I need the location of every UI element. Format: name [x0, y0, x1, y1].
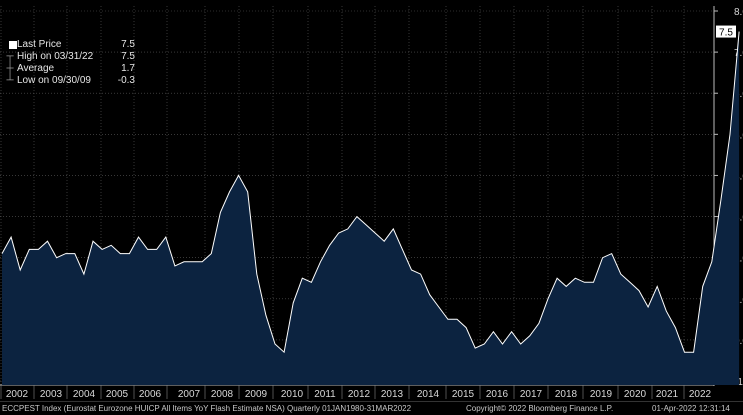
last-price-marker-icon: [3, 41, 17, 49]
x-tick-label: 2007: [178, 389, 201, 400]
footer-copyright: Copyright© 2022 Bloomberg Finance L.P.: [466, 404, 614, 413]
legend-last-label: Last Price: [17, 39, 62, 50]
x-tick-label: 2017: [520, 389, 543, 400]
legend-average-label: Average: [17, 63, 55, 74]
legend-high-value: 7.5: [121, 51, 135, 62]
x-tick-label: 2020: [624, 389, 647, 400]
x-tick-label: 2015: [452, 389, 475, 400]
x-tick-label: 2002: [6, 389, 29, 400]
average-marker-icon: ┼: [6, 63, 14, 74]
x-tick-label: 2018: [555, 389, 578, 400]
x-tick-label: 2006: [139, 389, 162, 400]
last-value-label: 7.5: [719, 28, 733, 39]
legend-high: ┬ High on 03/31/22 7.5: [3, 51, 135, 63]
x-tick-label: 2012: [348, 389, 371, 400]
low-marker-icon: ┴: [6, 75, 14, 86]
series-line: [1, 31, 740, 354]
x-tick-label: 2008: [211, 389, 234, 400]
legend-low: ┴ Low on 09/30/09 -0.3: [3, 75, 135, 87]
x-tick-label: 2013: [381, 389, 404, 400]
footer-index-description: ECCPEST Index (Eurostat Eurozone HUICP A…: [2, 404, 412, 413]
x-tick-label: 2004: [73, 389, 96, 400]
last-value-flag: [716, 25, 736, 38]
legend: Last Price 7.5 ┬ High on 03/31/22 7.5 ┼ …: [3, 39, 135, 87]
x-tick-label: 2014: [417, 389, 440, 400]
legend-low-value: -0.3: [117, 75, 135, 86]
x-tick-label: 2005: [106, 389, 129, 400]
x-tick-label: 2009: [245, 389, 268, 400]
legend-average-value: 1.7: [121, 63, 135, 74]
y-tick-label: 8.0: [734, 7, 743, 18]
plot-area: 8.07.06.05.04.03.02.01.00.0-1.0200220032…: [0, 6, 743, 400]
high-marker-icon: ┬: [6, 51, 14, 62]
legend-last-price: Last Price 7.5: [3, 39, 135, 51]
x-tick-label: 2010: [281, 389, 304, 400]
footer: ECCPEST Index (Eurostat Eurozone HUICP A…: [0, 401, 743, 415]
footer-timestamp: 01-Apr-2022 12:31:14: [652, 404, 730, 413]
x-tick-label: 2011: [314, 389, 336, 400]
x-tick-label: 2022: [689, 389, 712, 400]
legend-high-label: High on 03/31/22: [17, 51, 94, 62]
x-tick-label: 2016: [486, 389, 509, 400]
legend-last-value: 7.5: [121, 39, 135, 50]
series-area: [2, 31, 740, 385]
x-tick-label: 2021: [656, 389, 679, 400]
x-tick-label: 2019: [590, 389, 613, 400]
legend-low-label: Low on 09/30/09: [17, 75, 91, 86]
legend-average: ┼ Average 1.7: [3, 63, 135, 75]
x-tick-label: 2003: [40, 389, 63, 400]
